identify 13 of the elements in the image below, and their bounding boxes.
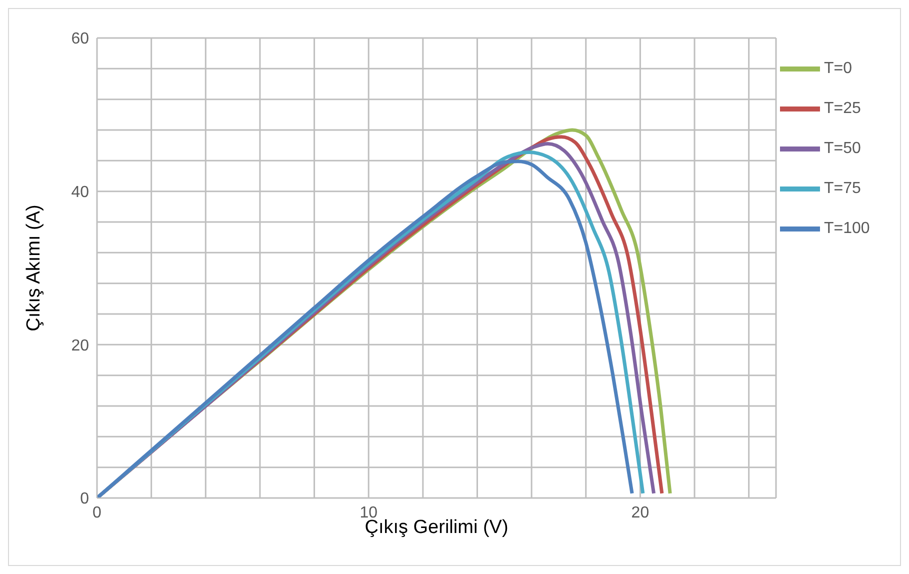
y-axis-title: Çıkış Akımı (A) [24, 204, 45, 332]
y-tick-label: 0 [80, 490, 90, 508]
legend-label: T=0 [824, 60, 852, 78]
legend-label: T=100 [824, 220, 870, 238]
x-axis-title: Çıkış Gerilimi (V) [364, 517, 508, 538]
legend-label: T=50 [824, 140, 861, 158]
y-tick-label: 40 [71, 184, 90, 202]
x-tick-label: 0 [92, 504, 102, 522]
legend-label: T=25 [824, 100, 861, 118]
y-tick-label: 60 [71, 30, 90, 48]
x-tick-label: 20 [631, 504, 650, 522]
y-tick-label: 20 [71, 337, 90, 354]
legend-label: T=75 [824, 180, 861, 198]
